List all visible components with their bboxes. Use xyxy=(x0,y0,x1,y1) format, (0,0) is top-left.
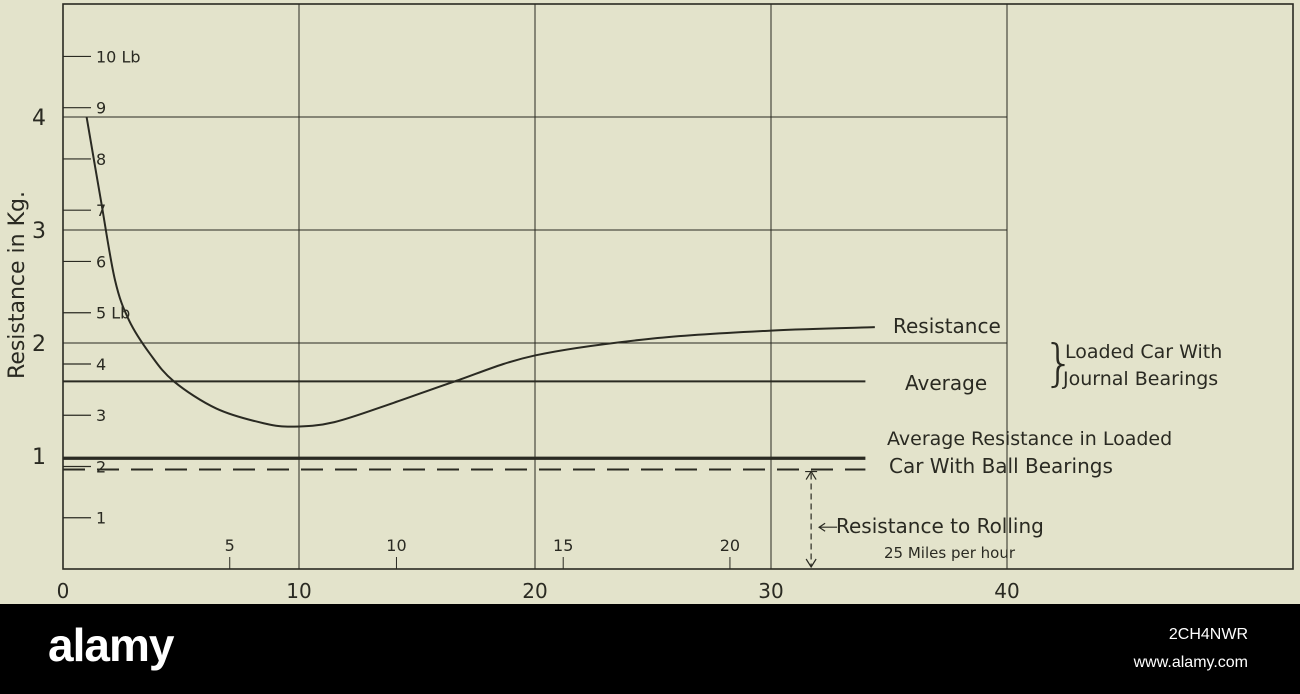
label-ball-1: Average Resistance in Loaded xyxy=(887,428,1172,450)
secondary-y-tick-label: 8 xyxy=(96,150,106,169)
label-average: Average xyxy=(905,371,987,395)
alamy-logo: alamy xyxy=(48,619,174,671)
secondary-y-tick-label: 7 xyxy=(96,201,106,220)
secondary-y-tick-label: 6 xyxy=(96,252,106,271)
secondary-x-tick-label: 5 xyxy=(225,536,235,555)
plot-frame xyxy=(62,3,1294,570)
secondary-y-tick-label: 3 xyxy=(96,406,106,425)
label-resistance: Resistance xyxy=(893,314,1001,338)
secondary-x-label: 25 Miles per hour xyxy=(884,544,1016,562)
secondary-x-tick-label: 10 xyxy=(386,536,406,555)
label-journal-1: Loaded Car With xyxy=(1065,341,1222,363)
x-tick-label: 10 xyxy=(286,579,311,603)
series-line-0 xyxy=(85,116,875,428)
label-journal-2: Journal Bearings xyxy=(1062,368,1218,390)
secondary-y-tick-label: 10 Lb xyxy=(96,47,141,66)
label-ball-2: Car With Ball Bearings xyxy=(889,454,1113,478)
secondary-y-tick-label: 2 xyxy=(96,457,106,476)
secondary-y-tick-label: 4 xyxy=(96,355,106,374)
y-tick-label: 2 xyxy=(32,332,46,357)
x-tick-label: 20 xyxy=(522,579,547,603)
secondary-y-tick-label: 9 xyxy=(96,99,106,118)
y-tick-label: 4 xyxy=(32,106,46,131)
x-tick-label: 30 xyxy=(758,579,783,603)
arrow-down-icon xyxy=(805,558,817,569)
secondary-x-tick-label: 20 xyxy=(720,536,740,555)
secondary-y-tick-label: 5 Lb xyxy=(96,304,130,323)
y-tick-label: 3 xyxy=(32,219,46,244)
watermark-footer: alamy 2CH4NWR www.alamy.com xyxy=(0,604,1300,694)
y-axis-label: Resistance in Kg. xyxy=(5,191,30,379)
arrow-up-icon xyxy=(805,470,818,480)
x-tick-label: 40 xyxy=(994,579,1019,603)
brace-icon: } xyxy=(1043,334,1075,392)
site-url: www.alamy.com xyxy=(1133,654,1248,671)
chart-svg: 0 10 20 30 40 1 2 3 4 1 2 3 4 5 Lb 6 7 8 9 10 Lb 5 10 15 20 Re… xyxy=(5,3,1294,603)
secondary-x-tick-label: 15 xyxy=(553,536,573,555)
secondary-y-tick-label: 1 xyxy=(96,509,106,528)
label-rolling: Resistance to Rolling xyxy=(836,514,1044,538)
x-tick-label: 0 xyxy=(57,579,70,603)
image-code: 2CH4NWR xyxy=(1168,626,1248,643)
arrow-left-icon xyxy=(818,522,838,532)
y-tick-label: 1 xyxy=(32,445,46,470)
